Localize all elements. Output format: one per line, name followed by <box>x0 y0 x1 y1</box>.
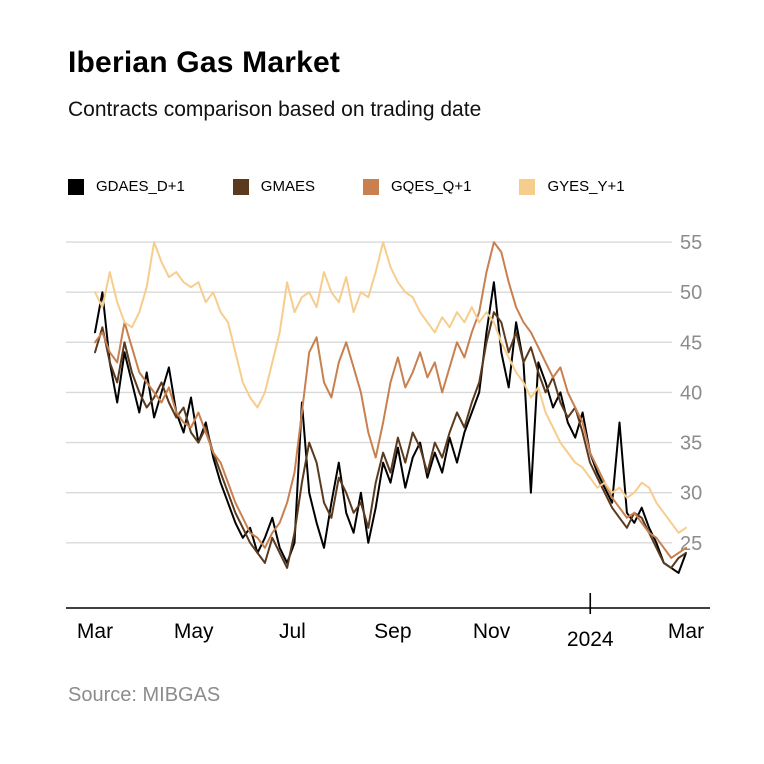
y-tick-label-30: 30 <box>680 483 702 505</box>
legend-swatch-gyes <box>519 178 536 195</box>
legend-swatch-gqes <box>362 178 379 195</box>
legend-label-gyes: GYES_Y+1 <box>547 178 625 195</box>
series-line-GDAES_D+1 <box>94 281 687 574</box>
legend-label-gmaes: GMAES <box>260 178 315 195</box>
y-tick-label-40: 40 <box>680 382 702 404</box>
legend-item-gdaes: GDAES_D+1 <box>68 178 185 195</box>
chart-legend: GDAES_D+1 GMAES GQES_Q+1 GYES_Y+1 <box>68 178 625 195</box>
legend-label-gdaes: GDAES_D+1 <box>96 178 185 195</box>
series-line-GMAES <box>94 311 687 569</box>
series-line-GQES_Q+1 <box>94 241 687 559</box>
x-tick-label-Mar: Mar <box>668 620 704 643</box>
x-tick-label-2024: 2024 <box>567 628 614 651</box>
y-tick-label-50: 50 <box>680 282 702 304</box>
legend-item-gmaes: GMAES <box>232 178 315 195</box>
page-title: Iberian Gas Market <box>68 46 341 79</box>
y-tick-label-45: 45 <box>680 332 702 354</box>
legend-swatch-gdaes <box>68 178 84 195</box>
y-tick-label-55: 55 <box>680 232 702 254</box>
y-tick-label-25: 25 <box>680 533 702 555</box>
legend-label-gqes: GQES_Q+1 <box>390 178 472 195</box>
x-tick-label-Jul: Jul <box>279 620 306 643</box>
legend-item-gyes: GYES_Y+1 <box>519 178 625 195</box>
y-tick-label-35: 35 <box>680 433 702 455</box>
x-tick-label-Mar: Mar <box>77 620 113 643</box>
legend-swatch-gmaes <box>232 178 249 195</box>
x-tick-label-Sep: Sep <box>374 620 411 643</box>
legend-item-gqes: GQES_Q+1 <box>362 178 472 195</box>
x-tick-label-May: May <box>174 620 214 643</box>
source-note: Source: MIBGAS <box>68 684 221 706</box>
page-subtitle: Contracts comparison based on trading da… <box>68 98 482 121</box>
series-line-GYES_Y+1 <box>94 241 687 534</box>
x-tick-label-Nov: Nov <box>473 620 511 643</box>
